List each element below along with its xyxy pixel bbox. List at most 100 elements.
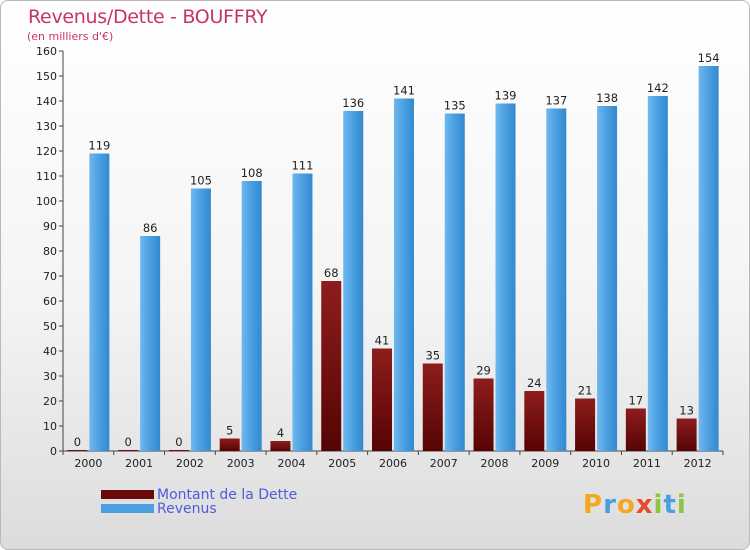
data-label-dette: 21 [578,384,593,398]
x-tick-label: 2001 [125,457,153,470]
bar-dette [524,391,545,451]
data-label-revenus: 136 [342,96,364,110]
data-label-dette: 0 [74,435,81,449]
y-tick-label: 80 [43,245,57,258]
data-label-dette: 17 [629,394,644,408]
y-tick-label: 120 [36,145,57,158]
logo-letter: t [663,490,677,520]
x-tick-label: 2005 [328,457,356,470]
bar-dette [676,418,697,451]
bar-dette [321,281,342,451]
data-label-revenus: 108 [241,166,263,180]
data-label-revenus: 139 [495,89,517,103]
bar-dette [473,378,494,451]
bar-revenus [495,103,516,451]
data-label-revenus: 111 [291,159,313,173]
bar-revenus [698,66,719,451]
x-tick-label: 2009 [531,457,559,470]
bar-revenus [292,173,313,451]
bar-revenus [140,236,161,451]
y-tick-label: 100 [36,195,57,208]
x-tick-label: 2000 [74,457,102,470]
legend-label-revenus: Revenus [157,501,217,517]
y-tick-label: 10 [43,420,57,433]
chart-title: Revenus/Dette - BOUFFRY [28,6,268,28]
bar-dette [372,348,392,451]
bar-dette [575,398,596,451]
y-tick-label: 0 [50,445,57,458]
x-tick-label: 2011 [633,457,661,470]
data-label-dette: 35 [425,349,440,363]
bar-revenus [241,181,262,451]
data-label-revenus: 141 [393,84,415,98]
x-tick-label: 2010 [582,457,610,470]
data-label-revenus: 138 [596,91,618,105]
data-label-revenus: 142 [647,81,669,95]
data-label-dette: 4 [277,426,284,440]
data-label-dette: 24 [527,376,542,390]
data-label-revenus: 137 [545,94,567,108]
legend-label-dette: Montant de la Dette [157,487,298,503]
y-tick-label: 140 [36,95,57,108]
data-label-dette: 68 [324,266,339,280]
data-label-revenus: 86 [143,221,158,235]
data-label-dette: 0 [175,435,182,449]
y-tick-label: 70 [43,270,57,283]
bar-dette [422,363,443,451]
x-tick-label: 2004 [277,457,305,470]
chart-bars [67,66,719,451]
bar-revenus [343,111,364,451]
bar-revenus [444,113,465,451]
data-label-dette: 5 [226,424,233,438]
bar-revenus [190,188,211,451]
y-tick-label: 50 [43,320,57,333]
legend-swatch-revenus [101,504,154,513]
logo-letter: x [635,490,654,520]
data-label-revenus: 154 [698,51,720,65]
logo-letter: o [616,490,636,520]
logo-letter: r [603,490,617,520]
y-tick-label: 60 [43,295,57,308]
y-tick-label: 130 [36,120,57,133]
data-label-dette: 29 [476,364,491,378]
y-tick-label: 30 [43,370,57,383]
logo-letter: i [676,490,687,520]
bar-dette [168,450,189,451]
logo-letter: P [583,490,604,520]
bar-revenus [647,96,668,451]
bar-dette [625,408,646,451]
data-label-dette: 41 [375,334,390,348]
bar-dette [67,450,88,451]
data-label-revenus: 119 [88,139,110,153]
chart-subtitle: (en milliers d'€) [27,30,114,43]
logo-letter: i [653,490,664,520]
chart-data-labels: 0 119 0 86 0 105 5 108 4 111 68 136 41 141 35 135 29 139 2… [74,51,720,449]
x-tick-label: 2008 [481,457,509,470]
data-label-revenus: 135 [444,99,466,113]
x-tick-label: 2003 [227,457,255,470]
data-label-dette: 13 [679,404,694,418]
bar-revenus [89,153,110,451]
legend-swatch-dette [101,490,154,499]
y-tick-label: 90 [43,220,57,233]
x-tick-label: 2007 [430,457,458,470]
bar-revenus [546,108,567,451]
data-label-revenus: 105 [190,174,212,188]
x-tick-label: 2002 [176,457,204,470]
x-tick-label: 2012 [684,457,712,470]
data-label-dette: 0 [124,435,131,449]
bar-dette [270,441,291,451]
bar-revenus [597,106,618,451]
bar-dette [118,450,139,451]
proxiti-logo: Proxiti [583,490,687,520]
bar-revenus [394,98,414,451]
x-tick-label: 2006 [379,457,407,470]
y-tick-label: 160 [36,45,57,58]
bar-dette [219,438,240,451]
y-tick-label: 110 [36,170,57,183]
y-tick-label: 150 [36,70,57,83]
y-tick-label: 20 [43,395,57,408]
y-tick-label: 40 [43,345,57,358]
